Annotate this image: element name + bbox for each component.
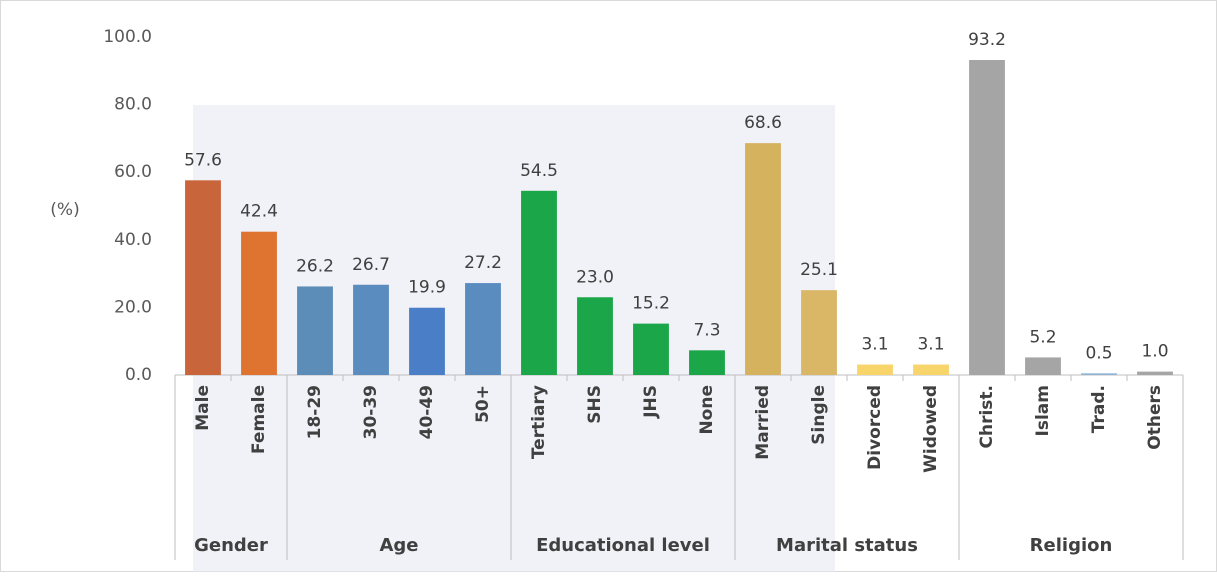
bar: [633, 323, 669, 375]
x-tick-label: 50+: [473, 385, 493, 423]
bar: [521, 190, 557, 375]
y-tick-label: 40.0: [114, 230, 152, 250]
value-label: 68.6: [744, 113, 782, 133]
x-tick-label: Others: [1145, 385, 1165, 450]
x-tick-label: JHS: [641, 385, 661, 419]
x-tick-label: Married: [753, 385, 773, 460]
bar: [577, 297, 613, 375]
x-tick-label: SHS: [585, 385, 605, 424]
bar: [969, 59, 1005, 375]
value-label: 7.3: [693, 320, 720, 340]
y-tick-label: 100.0: [103, 27, 152, 47]
y-tick-label: 0.0: [125, 365, 152, 385]
bar: [465, 283, 501, 375]
x-tick-label: Tertiary: [529, 385, 549, 459]
value-label: 23.0: [576, 267, 614, 287]
x-tick-label: Divorced: [865, 385, 885, 470]
group-label: Gender: [194, 535, 268, 556]
x-tick-label: None: [697, 385, 717, 435]
bar: [1081, 373, 1117, 375]
value-label: 5.2: [1029, 327, 1056, 347]
bar: [745, 143, 781, 375]
value-label: 19.9: [408, 278, 446, 298]
x-tick-label: Islam: [1033, 385, 1053, 436]
y-tick-label: 80.0: [114, 95, 152, 115]
value-label: 25.1: [800, 260, 838, 280]
value-label: 27.2: [464, 253, 502, 273]
value-label: 1.0: [1141, 342, 1168, 362]
group-label: Age: [379, 535, 418, 556]
group-label: Marital status: [776, 535, 918, 556]
value-label: 3.1: [917, 335, 944, 355]
group-label: Religion: [1030, 535, 1113, 556]
x-tick-label: Widowed: [921, 385, 941, 473]
watermark: [193, 105, 835, 572]
value-label: 0.5: [1085, 343, 1112, 363]
x-tick-label: 30-39: [361, 385, 381, 439]
value-label: 42.4: [240, 202, 278, 222]
x-tick-label: Trad.: [1089, 385, 1109, 433]
x-tick-label: Male: [193, 385, 213, 431]
value-label: 54.5: [520, 161, 558, 181]
x-tick-label: Female: [249, 385, 269, 454]
bar: [185, 180, 221, 375]
value-label: 57.6: [184, 150, 222, 170]
value-label: 93.2: [968, 30, 1006, 50]
group-label: Educational level: [536, 535, 710, 556]
y-tick-label: 60.0: [114, 162, 152, 182]
x-tick-label: Christ.: [977, 385, 997, 449]
bar: [1025, 357, 1061, 375]
value-label: 3.1: [861, 335, 888, 355]
bar: [857, 364, 893, 375]
bar: [1137, 371, 1173, 375]
bar: [297, 286, 333, 375]
value-label: 26.2: [296, 256, 334, 276]
x-tick-label: 40-49: [417, 385, 437, 439]
y-tick-label: 20.0: [114, 297, 152, 317]
bar: [353, 284, 389, 375]
bar: [689, 350, 725, 375]
bar: [409, 307, 445, 375]
value-label: 15.2: [632, 294, 670, 314]
bar: [241, 231, 277, 375]
x-tick-label: Single: [809, 385, 829, 445]
bar: [801, 290, 837, 375]
value-label: 26.7: [352, 255, 390, 275]
bar: [913, 364, 949, 375]
y-axis-label: (%): [50, 200, 79, 220]
x-tick-label: 18-29: [305, 385, 325, 439]
